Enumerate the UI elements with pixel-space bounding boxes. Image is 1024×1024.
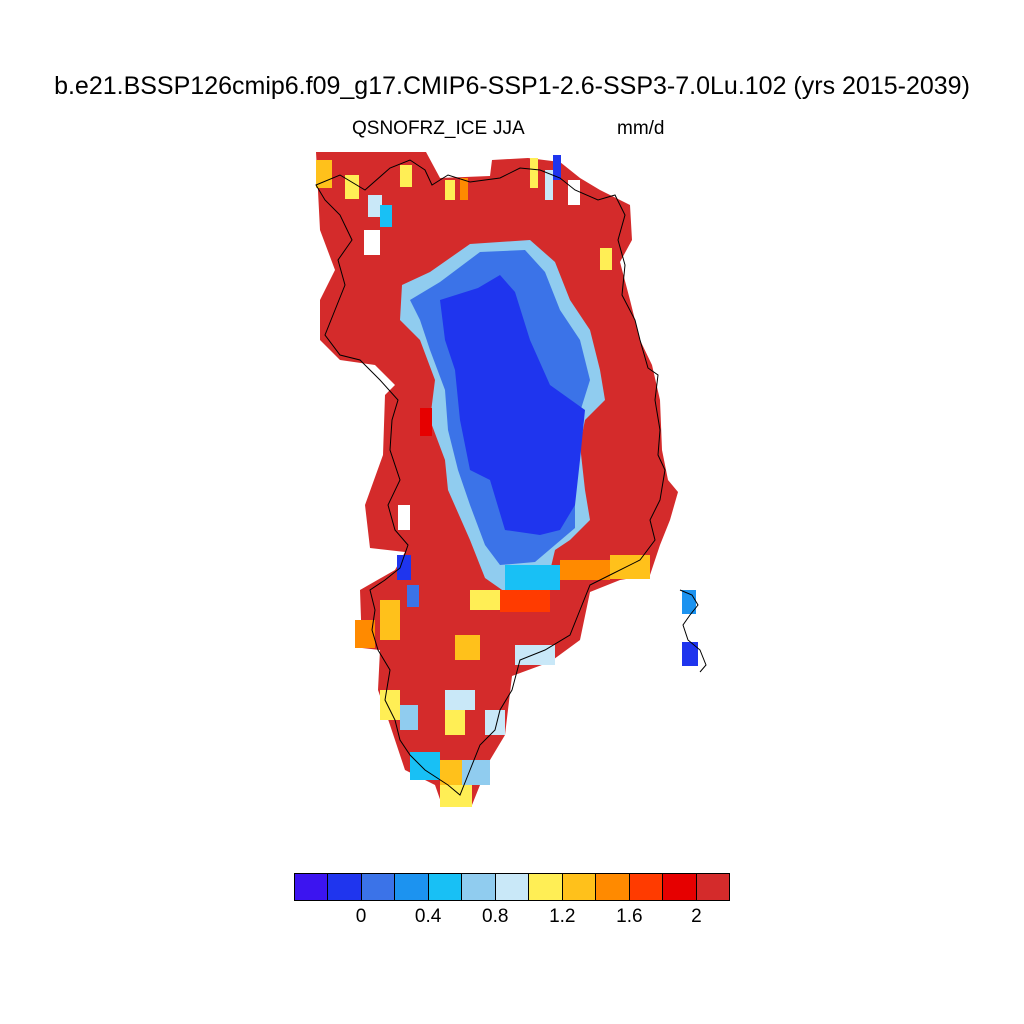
colorbar-tick-label: 1.6 xyxy=(616,906,643,927)
colorbar-tick-label: 0.8 xyxy=(482,906,509,927)
colorbar-swatch xyxy=(562,874,597,900)
edge-cell xyxy=(610,555,650,579)
edge-cell xyxy=(462,760,490,785)
edge-cell xyxy=(440,785,472,807)
edge-cell xyxy=(397,555,411,580)
colorbar-tick-label: 0 xyxy=(355,906,367,927)
colorbar-swatch xyxy=(361,874,396,900)
edge-cell xyxy=(380,600,400,640)
edge-cell xyxy=(355,620,375,648)
season-label: JJA xyxy=(493,118,525,139)
colorbar-swatch xyxy=(663,874,697,900)
edge-cell xyxy=(410,752,440,780)
iceland-coastline xyxy=(679,589,707,673)
colorbar-swatch xyxy=(696,874,730,900)
edge-cell xyxy=(568,180,580,205)
edge-cell xyxy=(560,560,610,580)
colorbar-swatch xyxy=(295,874,329,900)
edge-cell xyxy=(440,760,462,785)
edge-cell xyxy=(500,590,550,612)
edge-cell xyxy=(460,178,468,200)
edge-cell xyxy=(600,248,612,270)
colorbar-tick-label: 2 xyxy=(691,906,702,927)
edge-cell xyxy=(368,195,382,217)
edge-cell xyxy=(470,590,500,610)
edge-cell xyxy=(420,408,432,436)
colorbar-swatch xyxy=(328,874,362,900)
colorbar-swatch xyxy=(529,874,563,900)
edge-cell xyxy=(445,180,455,200)
units-label: mm/d xyxy=(617,118,665,139)
edge-cell xyxy=(380,205,392,227)
edge-cell xyxy=(485,710,505,735)
edge-cell xyxy=(364,230,380,255)
edge-cell xyxy=(530,158,538,188)
edge-cell xyxy=(445,690,475,710)
plot-title: b.e21.BSSP126cmip6.f09_g17.CMIP6-SSP1-2.… xyxy=(54,72,970,100)
colorbar-swatch xyxy=(495,874,530,900)
colorbar-swatch xyxy=(596,874,630,900)
colorbar-swatch xyxy=(629,874,664,900)
edge-cell xyxy=(455,635,480,660)
island-cell xyxy=(682,642,698,666)
edge-cell xyxy=(380,690,400,720)
inner-ice-core xyxy=(440,275,585,535)
edge-cell xyxy=(407,585,419,607)
edge-cell xyxy=(345,175,359,199)
edge-pixels xyxy=(316,155,650,807)
colorbar xyxy=(294,873,730,901)
coastlines xyxy=(315,159,707,796)
edge-cell xyxy=(445,710,465,735)
edge-cell xyxy=(545,170,553,200)
edge-cell xyxy=(400,705,418,730)
edge-cell xyxy=(553,155,561,180)
edge-cell xyxy=(316,160,332,188)
colorbar-tick-label: 0.4 xyxy=(414,906,442,927)
colorbar-tick-label: 1.2 xyxy=(549,906,576,927)
variable-label: QSNOFRZ_ICE xyxy=(352,118,488,139)
edge-cell xyxy=(505,565,560,590)
edge-cell xyxy=(398,505,410,530)
greenland-coastline xyxy=(315,159,666,796)
edge-cell xyxy=(400,165,412,187)
colorbar-swatch xyxy=(395,874,429,900)
colorbar-swatch xyxy=(462,874,496,900)
interior-blue-zone xyxy=(400,240,605,592)
colorbar-swatch xyxy=(428,874,463,900)
